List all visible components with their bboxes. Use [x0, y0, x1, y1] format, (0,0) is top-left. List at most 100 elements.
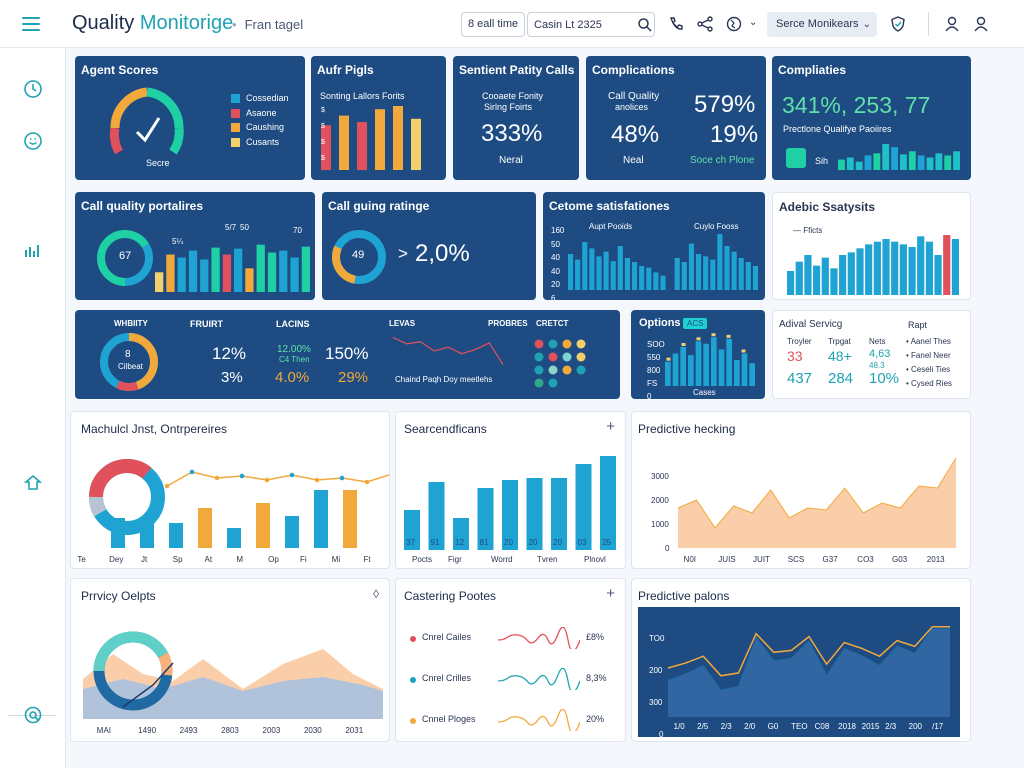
axis-tick: M [236, 555, 244, 564]
agent-scores-card[interactable]: Agent Scores Secre Cossedian Asaone Caus… [75, 56, 305, 180]
bar [724, 246, 730, 290]
realtime-button[interactable]: 8 eall time [461, 12, 526, 37]
data-point [164, 483, 170, 489]
advisal-sub-value: 48.3 [869, 361, 885, 370]
card-title: Adebic Ssatysits [779, 200, 876, 214]
axis-tick: 0 [647, 392, 652, 399]
chart-caption: Cases [693, 388, 716, 397]
share-icon[interactable] [696, 15, 714, 33]
legend-swatch [231, 108, 240, 118]
complications-card[interactable]: Complications Call Quality anolices 579%… [586, 56, 766, 180]
castering-row[interactable]: Cnrel Cailes £8% [396, 627, 625, 657]
legend-label: Caushing [246, 122, 285, 132]
bar [703, 256, 709, 290]
machine-combo-chart [111, 469, 389, 548]
sparkline-path [498, 709, 580, 731]
area-fill [678, 458, 956, 548]
axis-tick: 20 [551, 280, 560, 289]
sidebar [0, 48, 66, 768]
bar [660, 275, 666, 290]
predictive-hecking-card[interactable]: Predictive hecking 3000 2000 1000 0 N0I JUIS… [631, 411, 971, 569]
castering-row[interactable]: Cnrel Crilles 8,3% [396, 668, 625, 698]
bar [864, 155, 872, 170]
add-icon[interactable]: + [606, 585, 615, 602]
phone-icon[interactable] [667, 15, 685, 33]
bar [717, 234, 723, 290]
globe-icon[interactable] [725, 15, 743, 33]
bar-label: 37 [406, 538, 415, 547]
column-header: LACINS [276, 319, 310, 329]
profile-icon[interactable] [972, 15, 990, 33]
axis-tick: FS [647, 379, 658, 388]
axis-tick: G37 [822, 555, 838, 564]
bar [526, 478, 543, 550]
service-select[interactable]: Serce Monikears ⌄ [767, 12, 877, 37]
support-icon[interactable] [23, 705, 43, 725]
bar-top-label: 50 [240, 223, 249, 232]
adaptive-card[interactable]: Adebic Ssatysits — Fficts [772, 192, 971, 300]
bar-chart-icon[interactable] [23, 240, 43, 260]
column-header: CRETCT [536, 319, 569, 328]
add-icon[interactable]: + [606, 418, 615, 435]
castering-value: £8% [586, 632, 605, 642]
data-point [214, 475, 220, 481]
complications-label: Soce ch Plone [690, 155, 755, 166]
axis-tick: Dey [109, 555, 124, 564]
search-input[interactable] [534, 13, 628, 36]
data-point [289, 472, 295, 478]
axis-tick: JUIS [718, 555, 736, 564]
card-title: Castering Pootes [404, 589, 497, 603]
compliaties-tag: Sih [815, 156, 829, 166]
castering-row[interactable]: Cnnel Ploges 20% [396, 709, 625, 739]
castering-card[interactable]: Castering Pootes + Cnrel Cailes £8% Cnrel … [395, 578, 626, 742]
legend-label: Cossedian [246, 93, 289, 103]
series-line [667, 626, 950, 677]
card-title: Cetome satisfationes [549, 199, 670, 213]
settings-icon[interactable]: ◊ [373, 587, 379, 601]
cetome-card[interactable]: Cetome satisfationes Aupt Pooids Cuylo F… [543, 192, 765, 300]
bar-marker [666, 357, 671, 361]
bar [393, 106, 403, 170]
axis-tick: Mi [331, 555, 341, 564]
aufr-pigls-card[interactable]: Aufr Pigls Sonting Lallors Forits $ $ $ $ [311, 56, 446, 180]
bar [290, 257, 299, 292]
breadcrumb[interactable]: Fran tagel [232, 17, 304, 32]
axis-tick: 300 [649, 698, 663, 707]
x-axis: Te Dey Jt Sp At M Op Fi Mi Ft [71, 555, 389, 565]
user-icon[interactable] [943, 15, 961, 33]
call-going-card[interactable]: Call guing ratinge 49 > 2,0% [322, 192, 536, 300]
search-card[interactable]: Searcendficans + 37 91 12 81 20 20 20 03 25 Poct… [395, 411, 626, 569]
clock-icon[interactable] [23, 79, 43, 99]
bar [166, 254, 175, 292]
call-going-donut [332, 230, 386, 284]
search-box[interactable] [527, 12, 655, 37]
search-icon[interactable] [636, 16, 652, 32]
call-quality-card[interactable]: Call quality portalires 67 5¼ 5/7 50 70 [75, 192, 315, 300]
bar [882, 239, 890, 295]
smile-icon[interactable] [23, 131, 43, 151]
chevron-down-icon[interactable]: ⌄ [749, 17, 758, 28]
data-point [339, 475, 345, 481]
advisal-card[interactable]: Adival Servicg Troyler Trpgat Nets 33 48… [772, 310, 971, 399]
sentient-card[interactable]: Sentient Patity Calls Cooaete Fonity Sir… [453, 56, 579, 180]
home-icon[interactable] [23, 473, 43, 493]
bar [711, 337, 717, 386]
bar [411, 118, 421, 170]
bar [681, 262, 687, 290]
axis-tick: 2000 [651, 496, 669, 505]
privacy-card[interactable]: Prrvicy Oelpts ◊ MAI 1490 2493 2803 2003 2030… [70, 578, 390, 742]
summary-sub-value: C4 Then [279, 355, 310, 364]
cetome-bar-chart [568, 234, 758, 290]
bar [917, 236, 925, 295]
machine-card[interactable]: Machulcl Jnst, Ontrpereires Te Dey Jt Sp At M… [70, 411, 390, 569]
predictive-palons-card[interactable]: Predictive palons TO0 200 300 0 1/0 2/5 2/3 2/… [631, 578, 971, 742]
bar-marker [726, 334, 731, 338]
options-card[interactable]: Options ACS SOO 550 800 FS 0 Cases [631, 310, 765, 399]
shield-icon[interactable] [889, 15, 907, 33]
menu-icon[interactable] [22, 15, 40, 33]
legend-item: Cusants [231, 135, 289, 150]
bar [314, 490, 328, 548]
summary-card[interactable]: WHBIITY FRUIRT LACINS LEVAS PROBRES CRET… [75, 310, 620, 399]
compliaties-card[interactable]: Compliaties 341%, 253, 77 Prectlone Qual… [772, 56, 971, 180]
column-header: PROBRES [488, 319, 528, 328]
